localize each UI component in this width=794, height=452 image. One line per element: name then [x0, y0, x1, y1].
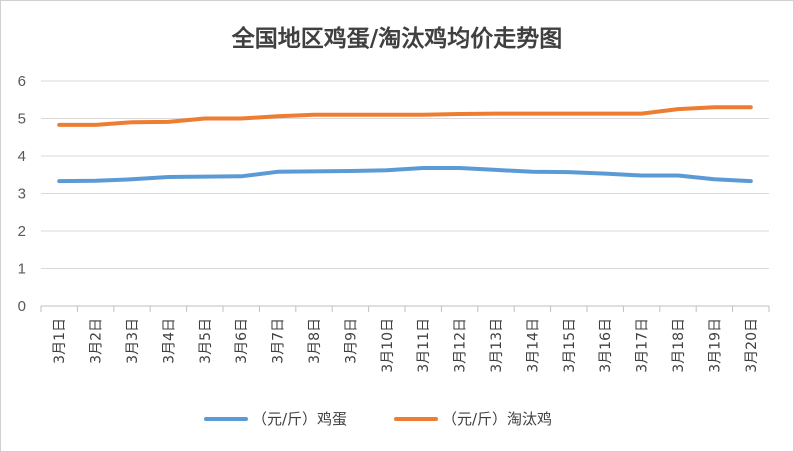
- x-tick-label: 3月2日: [89, 318, 105, 364]
- legend-label: （元/斤）淘汰鸡: [442, 410, 552, 428]
- y-tick-label: 0: [18, 298, 26, 315]
- y-tick-label: 6: [18, 73, 26, 90]
- gridlines: [41, 80, 769, 269]
- chart-title: 全国地区鸡蛋/淘汰鸡均价走势图: [231, 25, 562, 52]
- x-tick-label: 3月7日: [271, 318, 287, 364]
- y-tick-label: 2: [18, 223, 26, 240]
- x-tick-label: 3月5日: [198, 318, 214, 364]
- legend: （元/斤）鸡蛋 （元/斤）淘汰鸡: [204, 410, 552, 428]
- y-tick-label: 5: [18, 111, 26, 128]
- legend-label: （元/斤）鸡蛋: [252, 410, 347, 428]
- x-tick-label: 3月13日: [489, 318, 505, 373]
- x-tick-label: 3月6日: [234, 318, 250, 364]
- x-tick-label: 3月10日: [380, 318, 396, 373]
- x-axis: 3月1日 3月2日 3月3日 3月4日 3月5日 3月6日 3月7日 3月8日 3月9日 3月10…: [40, 305, 770, 373]
- x-tick-label: 3月1日: [52, 318, 68, 364]
- series-line-2: [57, 105, 753, 127]
- series-lines: [57, 105, 753, 184]
- x-tick-label: 3月20日: [744, 318, 760, 373]
- x-tick-label: 3月16日: [598, 318, 614, 373]
- x-tick-label: 3月17日: [635, 318, 651, 373]
- x-tick-label: 3月11日: [416, 318, 432, 373]
- x-tick-label: 3月3日: [125, 318, 141, 364]
- x-tick-label: 3月9日: [343, 318, 359, 364]
- x-tick-label: 3月14日: [525, 318, 541, 373]
- y-axis-ticks: 0 1 2 3 4 5 6: [18, 73, 26, 315]
- y-tick-label: 3: [18, 186, 26, 203]
- x-tick-label: 3月15日: [562, 318, 578, 373]
- x-tick-label: 3月12日: [453, 318, 469, 373]
- series-line-1: [57, 166, 753, 184]
- y-tick-label: 1: [18, 261, 26, 278]
- y-tick-label: 4: [18, 148, 26, 165]
- x-tick-label: 3月4日: [161, 318, 177, 364]
- x-tick-label: 3月18日: [671, 318, 687, 373]
- x-tick-label: 3月19日: [707, 318, 723, 373]
- x-tick-label: 3月8日: [307, 318, 323, 364]
